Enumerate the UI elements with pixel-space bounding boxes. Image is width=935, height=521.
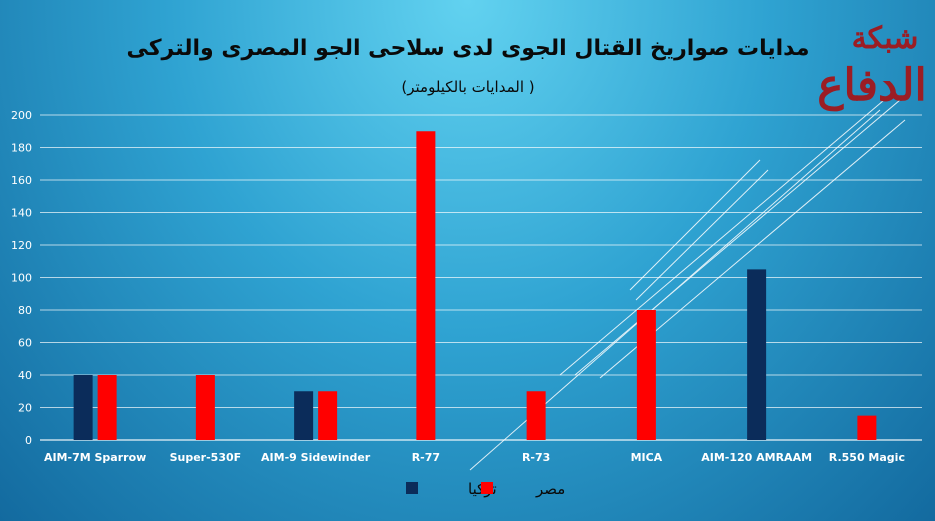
logo-line-1: شبكة xyxy=(852,21,919,56)
x-category-label: R-73 xyxy=(522,451,550,464)
legend-label-egypt: مصر xyxy=(535,480,565,498)
y-tick-label: 140 xyxy=(11,207,32,220)
y-tick-label: 80 xyxy=(18,304,32,317)
y-tick-label: 20 xyxy=(18,402,32,415)
bar-turkey-0 xyxy=(73,375,93,440)
bar-egypt-1 xyxy=(195,375,215,440)
bar-turkey-2 xyxy=(294,391,314,440)
x-category-label: Super-530F xyxy=(170,451,242,464)
y-tick-label: 180 xyxy=(11,142,32,155)
bar-turkey-6 xyxy=(747,269,767,440)
x-category-label: MICA xyxy=(631,451,663,464)
x-category-label: AIM-7M Sparrow xyxy=(44,451,146,464)
legend: تركيا مصر xyxy=(406,480,565,498)
chart-title: مدايات صواريخ القتال الجوى لدى سلاحى الج… xyxy=(126,36,809,61)
y-tick-label: 40 xyxy=(18,369,32,382)
bar-egypt-4 xyxy=(526,391,546,440)
bar-egypt-2 xyxy=(318,391,338,440)
x-axis-categories: AIM-7M Sparrow Super-530F AIM-9 Sidewinder… xyxy=(44,451,905,464)
y-tick-label: 200 xyxy=(11,109,32,122)
bar-egypt-5 xyxy=(636,310,656,440)
y-axis-ticks: 0 20 40 60 80 100 120 140 160 180 200 xyxy=(11,109,32,447)
watermark-logo: شبكة الدفاع xyxy=(817,21,926,112)
y-tick-label: 120 xyxy=(11,239,32,252)
y-tick-label: 60 xyxy=(18,337,32,350)
x-category-label: R.550 Magic xyxy=(829,451,905,464)
x-category-label: AIM-9 Sidewinder xyxy=(261,451,371,464)
y-tick-label: 100 xyxy=(11,272,32,285)
logo-line-2: الدفاع xyxy=(817,60,926,112)
chart-subtitle: ( المدايات بالكيلومتر) xyxy=(401,78,534,96)
legend-swatch-turkey xyxy=(406,482,418,494)
bars xyxy=(73,131,877,440)
bar-egypt-0 xyxy=(97,375,117,440)
legend-swatch-egypt xyxy=(481,482,493,494)
bar-egypt-3 xyxy=(416,131,436,440)
gridlines xyxy=(40,114,922,441)
bar-egypt-7 xyxy=(857,415,877,440)
x-category-label: AIM-120 AMRAAM xyxy=(701,451,812,464)
y-tick-label: 0 xyxy=(25,434,32,447)
y-tick-label: 160 xyxy=(11,174,32,187)
x-category-label: R-77 xyxy=(412,451,440,464)
